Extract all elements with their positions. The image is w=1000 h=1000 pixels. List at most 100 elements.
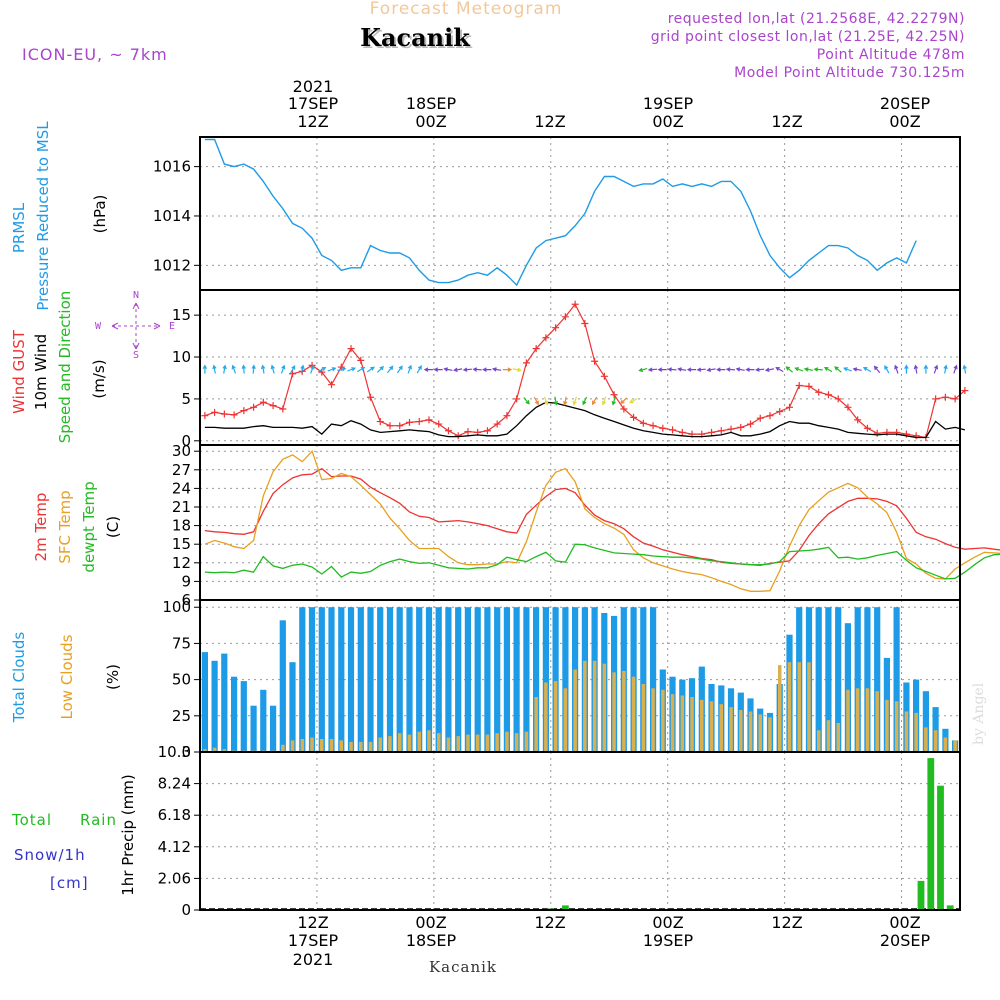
bottom-hour-label: 12Z	[771, 913, 802, 932]
wind-direction-arrow-icon	[620, 397, 628, 405]
total-clouds-bar	[484, 607, 491, 752]
total-clouds-bar	[221, 653, 228, 752]
wind-gust-point	[600, 372, 608, 380]
temperature-tick-label: 15	[172, 535, 191, 553]
wind-gust-point	[727, 425, 735, 433]
total-clouds-bar	[299, 607, 306, 752]
bottom-date-label: 17SEP	[288, 931, 339, 950]
wind-direction-arrow-icon	[611, 396, 616, 406]
wind-gust-point	[893, 428, 901, 436]
low-clouds-bar	[310, 737, 314, 752]
wind-direction-arrow-icon	[725, 367, 736, 372]
wind-gust-point	[854, 416, 862, 424]
wind-direction-arrow-icon	[270, 364, 275, 374]
wind-gust-point	[289, 370, 297, 378]
precip-tick-label: 6.18	[158, 806, 191, 824]
wind-gust-point	[630, 413, 638, 421]
low-clouds-bar	[680, 695, 685, 752]
top-hour-label: 00Z	[889, 112, 920, 131]
model-name: ICON-EU, ~ 7km	[22, 45, 168, 64]
low-clouds-bar	[553, 681, 558, 752]
wind-direction-arrow-icon	[755, 367, 765, 372]
low-clouds-bar	[427, 730, 431, 752]
wind-direction-arrow-icon	[231, 364, 237, 374]
wind-direction-arrow-icon	[318, 366, 327, 373]
bottom-hour-label: 12Z	[534, 913, 565, 932]
pressure-desc-label: Pressure Reduced to MSL	[34, 121, 52, 311]
low-clouds-bar	[534, 697, 538, 752]
pressure-tick-label: 1016	[153, 158, 191, 176]
precip-tick-label: 10.3	[158, 743, 191, 761]
wind-gust-point	[932, 395, 940, 403]
precip-panel: 0 2.06 4.12 6.18 8.24 10.3	[158, 743, 961, 919]
wind-direction-arrow-icon	[813, 367, 823, 372]
pressure-panel: 1012 1014 1016	[153, 136, 961, 291]
top-date-label: 19SEP	[643, 94, 694, 113]
wind-direction-arrow-icon	[843, 367, 852, 372]
wind-direction-arrow-icon	[482, 367, 492, 372]
wind-gust-point	[211, 408, 219, 416]
top-hour-label: 00Z	[415, 112, 446, 131]
wind-gust-point	[552, 324, 560, 332]
wind-gust-label: Wind GUST	[10, 329, 28, 414]
wind-direction-arrow-icon	[943, 364, 948, 374]
total-clouds-bar	[347, 607, 355, 752]
low-clouds-bar	[485, 734, 490, 752]
location-title: Kacanik	[360, 23, 471, 52]
low-clouds-bar	[320, 739, 324, 752]
low-clouds-bar	[622, 670, 626, 752]
low-clouds-bar	[943, 737, 948, 752]
low-clouds-bar	[709, 701, 714, 752]
top-hour-label: 12Z	[771, 112, 802, 131]
total-clouds-bar	[231, 676, 238, 752]
wind-gust-point	[542, 334, 550, 342]
total-clouds-bar	[416, 607, 423, 752]
wind-direction-arrow-icon	[310, 364, 315, 374]
wind-gust-point	[269, 402, 277, 410]
low-clouds-bar	[778, 665, 782, 752]
precip-snow-unit-label: [cm]	[50, 874, 89, 892]
low-clouds-bar	[290, 740, 295, 752]
wind-gust-point	[250, 403, 258, 411]
low-clouds-bar	[914, 712, 918, 752]
total-clouds-bar	[201, 652, 208, 752]
wind-gust-point	[230, 411, 238, 419]
chart-panels: 1012101410160510156912151821242730025507…	[153, 136, 1000, 919]
top-hour-label: 12Z	[534, 112, 565, 131]
total-clouds-bar	[932, 707, 939, 752]
pressure-line	[204, 138, 917, 287]
wind-direction-arrow-icon	[764, 367, 775, 372]
low-clouds-bar	[212, 747, 217, 752]
cloud-labels: Total Clouds Low Clouds (%)	[10, 632, 122, 724]
total-clouds-bar	[328, 607, 335, 752]
wind-direction-arrow-icon	[337, 367, 347, 372]
total-clouds-bar	[893, 607, 900, 752]
top-hour-label: 12Z	[297, 112, 328, 131]
grid-point-coords: grid point closest lon,lat (21.25E, 42.2…	[651, 29, 965, 45]
wind-direction-arrow-icon	[735, 367, 745, 372]
wind-gust-point	[873, 429, 881, 437]
wind-gust-point	[776, 407, 784, 415]
wind-direction-arrow-icon	[300, 364, 305, 374]
wind-gust-point	[649, 422, 657, 430]
wind-labels: Wind GUST 10m Wind Speed and Direction (…	[10, 290, 175, 443]
precip-frame	[199, 751, 961, 911]
low-clouds-bar	[222, 749, 227, 752]
clouds-tick-label: 0	[181, 743, 191, 761]
pressure-frame	[199, 136, 961, 291]
total-clouds-bar	[318, 607, 325, 752]
rain-bar	[927, 758, 935, 910]
wind-gust-point	[367, 393, 375, 401]
low-clouds-bar	[602, 663, 607, 752]
wind-direction-arrow-icon	[834, 366, 842, 373]
rain-bar	[937, 785, 944, 910]
wind-gust-point	[386, 422, 394, 430]
wind-direction-arrow-icon	[913, 364, 919, 374]
low-clouds-bar	[339, 740, 343, 752]
wind-direction-arrow-icon	[794, 367, 804, 372]
wind-direction-arrow-icon	[686, 367, 697, 372]
wind-gust-point	[795, 382, 803, 390]
footer-location: Kacanik	[429, 958, 497, 976]
wind-direction-arrow-icon	[852, 367, 862, 372]
wind-direction-arrow-icon	[677, 367, 687, 372]
